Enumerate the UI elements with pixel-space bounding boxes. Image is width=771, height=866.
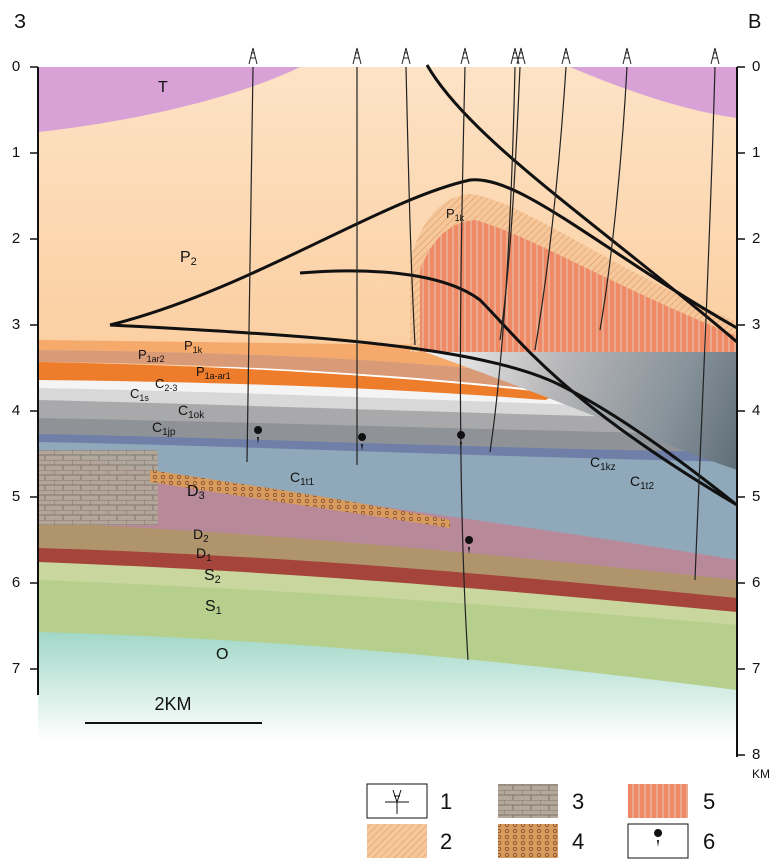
scale-label: 2KM [154, 694, 191, 714]
cross-section: 01234567012345678 З В KM TP2P1kP1kP1ar2P… [0, 0, 771, 866]
tick-label: 7 [752, 660, 760, 677]
legend-label: 6 [703, 829, 715, 854]
east-label: В [748, 11, 761, 33]
layer-symbol: D [193, 526, 203, 542]
layer-index: 1a-ar1 [205, 371, 231, 381]
tick-label: 5 [752, 488, 760, 505]
layer-index: 1k [455, 213, 465, 223]
layer-index: 1t1 [300, 477, 314, 488]
derricks [249, 48, 719, 64]
layer-index: 3 [199, 490, 205, 502]
layer-symbol: D [187, 483, 199, 500]
layer-index: 1jp [162, 427, 176, 438]
tick-label: 7 [12, 660, 20, 677]
layer-symbol: O [216, 646, 228, 663]
derrick [711, 48, 719, 64]
layer-label: T [158, 79, 168, 96]
tick-label: 2 [12, 230, 20, 247]
legend-label: 1 [440, 789, 452, 814]
derrick [461, 48, 469, 64]
layer-symbol: S [204, 567, 215, 584]
layer-symbol: C [630, 473, 640, 489]
legend-label: 4 [572, 829, 584, 854]
derrick [249, 48, 257, 64]
tick-label: 4 [12, 402, 20, 419]
layer-symbol: P [184, 338, 193, 353]
tick-label: 0 [12, 58, 20, 75]
layer-symbol: C [130, 386, 139, 401]
legend: 1 2 3 4 5 6 [367, 784, 715, 858]
tick-label: 2 [752, 230, 760, 247]
derrick [402, 48, 410, 64]
layer-index: 2 [215, 574, 221, 586]
west-label: З [14, 11, 26, 33]
tick-label: 1 [752, 144, 760, 161]
layer-index: 1k [193, 345, 203, 355]
tick-label: 1 [12, 144, 20, 161]
layer-symbol: C [590, 454, 600, 470]
derrick [562, 48, 570, 64]
layer-index: 2 [203, 534, 209, 545]
layer-index: 1 [206, 553, 212, 564]
layer-label: O [216, 646, 228, 663]
layers [38, 67, 737, 760]
layer-index: 1t2 [640, 481, 654, 492]
legend-swatch [498, 784, 558, 818]
layer-index: 1 [216, 605, 222, 617]
layer-symbol: C [152, 419, 162, 435]
layer-symbol: C [178, 402, 188, 418]
layer-symbol: C [290, 469, 300, 485]
limestone [38, 450, 158, 525]
layer-symbol: P [446, 206, 455, 221]
tick-label: 0 [752, 58, 760, 75]
derrick [623, 48, 631, 64]
derrick [353, 48, 361, 64]
layer-symbol: C [155, 376, 164, 391]
tick-label: 6 [12, 574, 20, 591]
legend-label: 5 [703, 789, 715, 814]
layer-symbol: P [180, 249, 191, 266]
layer-index: 2 [191, 256, 197, 268]
layer-index: 1kz [600, 462, 616, 473]
layer-index: 1s [139, 393, 149, 403]
tick-label: 4 [752, 402, 760, 419]
layer-symbol: T [158, 79, 168, 96]
legend-swatch [367, 824, 427, 858]
legend-swatch [498, 824, 558, 858]
tick-label: 8 [752, 746, 760, 763]
layer-symbol: S [205, 598, 216, 615]
layer-index: 1ar2 [147, 354, 165, 364]
depth-unit: KM [752, 767, 770, 781]
tick-label: 3 [752, 316, 760, 333]
tick-label: 6 [752, 574, 760, 591]
layer-index: 2-3 [164, 383, 177, 393]
layer-symbol: P [196, 364, 205, 379]
tick-label: 5 [12, 488, 20, 505]
legend-label: 3 [572, 789, 584, 814]
legend-label: 2 [440, 829, 452, 854]
layer-index: 1ok [188, 410, 205, 421]
layer-symbol: P [138, 347, 147, 362]
tick-label: 3 [12, 316, 20, 333]
legend-swatch [628, 784, 688, 818]
layer-symbol: D [196, 545, 206, 561]
